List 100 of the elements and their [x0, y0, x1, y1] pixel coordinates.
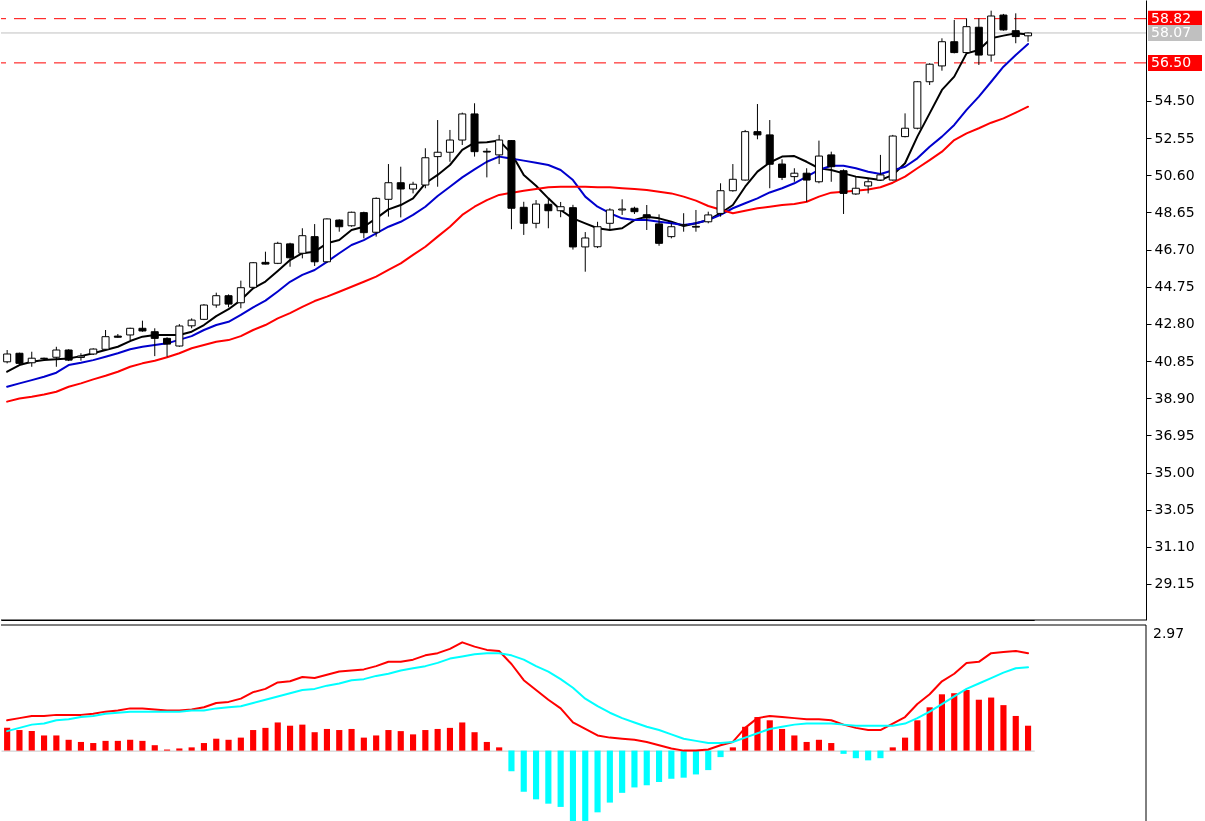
ref-line-label: 58.82: [1151, 9, 1192, 26]
candlestick: [642, 204, 651, 231]
candlestick: [236, 280, 245, 309]
bar: [90, 743, 97, 751]
bar: [336, 730, 343, 751]
bar: [471, 732, 478, 751]
line-series: [6, 105, 1030, 403]
candlestick: [950, 19, 959, 54]
bar: [680, 750, 687, 778]
candlestick: [101, 329, 110, 352]
y-tick-label: 44.75: [1154, 278, 1195, 295]
candlestick: [150, 327, 159, 357]
candlestick: [52, 346, 61, 368]
candlestick: [716, 182, 725, 218]
y-tick-label: 31.10: [1154, 538, 1195, 555]
y-tick-label: 50.60: [1154, 166, 1195, 183]
bar: [4, 727, 11, 751]
bar: [532, 750, 540, 800]
bar: [127, 739, 134, 751]
candlestick: [445, 129, 454, 163]
bar: [815, 739, 823, 751]
bar: [213, 738, 220, 751]
candlestick: [482, 147, 491, 178]
bar: [791, 735, 798, 751]
y-tick-label: 29.15: [1154, 575, 1195, 592]
bar: [582, 750, 589, 821]
ref-line-label: 58.07: [1151, 23, 1192, 40]
candlestick: [384, 163, 393, 218]
bar: [225, 739, 232, 751]
candlestick: [691, 209, 700, 233]
candlestick: [851, 176, 860, 196]
bar: [237, 737, 244, 751]
bar: [496, 747, 503, 751]
bar: [828, 743, 835, 751]
candlestick: [532, 199, 541, 229]
candlestick: [593, 221, 602, 249]
candlestick: [396, 166, 405, 218]
bar: [446, 727, 454, 751]
candlestick: [753, 103, 762, 140]
candlestick: [655, 213, 664, 247]
bar: [102, 740, 109, 751]
candlestick: [544, 197, 553, 229]
y-tick-label: 54.50: [1154, 92, 1195, 109]
bar: [606, 750, 613, 803]
y-tick-label: 40.85: [1154, 352, 1195, 369]
bar: [619, 750, 626, 793]
bar: [422, 730, 429, 751]
bar: [262, 727, 269, 751]
bar: [865, 750, 872, 761]
candlestick: [876, 154, 885, 182]
bar: [926, 707, 933, 751]
y-tick-label: 33.05: [1154, 501, 1195, 518]
bar: [286, 725, 294, 751]
text: 2.97: [1153, 625, 1185, 641]
y-tick-label: 35.00: [1154, 464, 1195, 481]
bar: [139, 740, 146, 751]
bar: [668, 750, 675, 779]
bar: [1024, 725, 1032, 751]
ref-line-label: 56.50: [1151, 53, 1192, 70]
bar: [877, 750, 884, 759]
bar: [545, 750, 552, 804]
bar: [643, 750, 650, 786]
bar: [938, 694, 946, 751]
bar: [53, 735, 60, 751]
bar: [717, 750, 724, 758]
bar: [569, 750, 577, 821]
bar: [520, 750, 527, 792]
bar: [114, 740, 121, 751]
bar: [889, 747, 896, 751]
bar: [1000, 705, 1007, 751]
candlestick: [827, 151, 836, 183]
bar: [434, 728, 441, 751]
candlestick: [581, 231, 590, 273]
bar: [200, 743, 208, 751]
bar: [594, 750, 601, 813]
candlestick: [519, 201, 528, 236]
candlestick: [839, 168, 848, 215]
bar: [508, 750, 515, 772]
candlestick: [359, 211, 368, 239]
candlestick: [605, 207, 614, 231]
candlestick: [802, 167, 811, 203]
candlestick: [495, 134, 504, 165]
bar: [557, 750, 564, 807]
y-tick-label: 38.90: [1154, 389, 1195, 406]
bar: [311, 732, 318, 751]
candlestick: [175, 323, 184, 348]
bar: [963, 689, 970, 751]
bar: [28, 731, 35, 751]
bar: [77, 741, 85, 751]
y-tick-label: 42.80: [1154, 315, 1195, 332]
bar: [188, 747, 195, 751]
bar: [631, 750, 638, 788]
bar: [250, 730, 257, 751]
candlestick: [163, 336, 172, 358]
bar: [397, 731, 404, 751]
bar: [360, 737, 367, 751]
bar: [151, 745, 158, 751]
bar: [705, 750, 712, 771]
y-tick-label: 36.95: [1154, 426, 1195, 443]
candlestick: [298, 227, 307, 259]
